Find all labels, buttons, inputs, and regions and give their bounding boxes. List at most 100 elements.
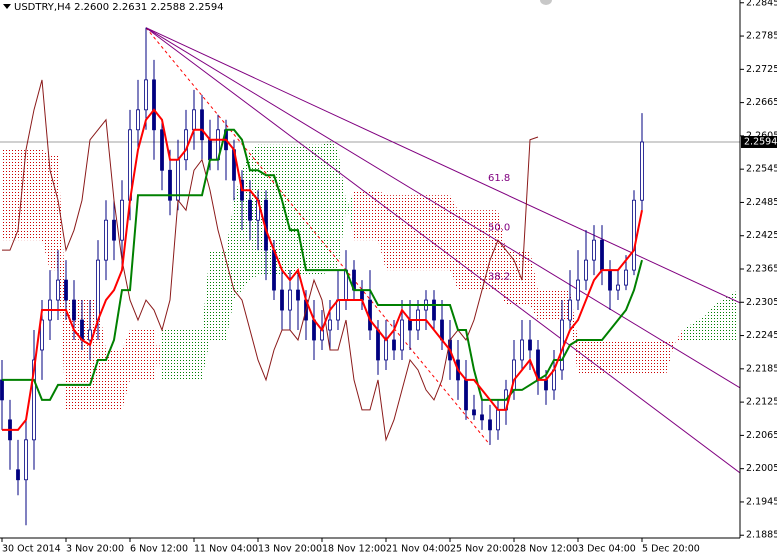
cloud-segment: [530, 250, 538, 321]
candle-body: [120, 199, 124, 241]
x-tick-label: 13 Nov 20:00: [258, 544, 322, 555]
candle-body: [640, 141, 644, 201]
cloud-segment: [26, 149, 34, 241]
cloud-segment: [194, 330, 202, 380]
candle-body: [272, 249, 276, 291]
cloud-segment: [418, 195, 426, 271]
candle-body: [528, 339, 532, 351]
candle-body: [192, 109, 196, 131]
cloud-segment: [450, 195, 458, 291]
candle-body: [104, 219, 108, 261]
cloud-segment: [250, 144, 258, 281]
candle-body: [624, 269, 628, 286]
cloud-segment: [282, 144, 290, 276]
cloud-segment: [554, 290, 562, 321]
candle-body: [80, 319, 84, 341]
cloud-segment: [618, 339, 626, 375]
candle-body: [24, 439, 28, 481]
y-tick-label: 2.2125: [746, 397, 777, 408]
cloud-segment: [82, 300, 90, 410]
cloud-segment: [434, 195, 442, 271]
x-tick-label: 30 Oct 2014: [2, 544, 61, 555]
y-tick-label: 2.2845: [746, 0, 777, 8]
cloud-segment: [722, 295, 730, 340]
cloud-segment: [74, 300, 82, 410]
cloud-segment: [346, 190, 354, 241]
candle-body: [208, 139, 212, 161]
candle-body: [328, 319, 332, 331]
candle-body: [600, 239, 604, 271]
x-tick-label: 6 Nov 12:00: [130, 544, 188, 555]
cloud-segment: [394, 195, 402, 271]
candle-body: [520, 339, 524, 361]
y-tick-label: 2.2305: [746, 297, 777, 308]
cloud-segment: [362, 190, 370, 241]
menu-triangle[interactable]: [3, 4, 11, 9]
candle-body: [496, 409, 500, 431]
cloud-segment: [34, 149, 42, 241]
candle-body: [64, 279, 68, 301]
candle-body: [136, 109, 140, 131]
candle-body: [72, 299, 76, 321]
cloud-segment: [698, 315, 706, 340]
x-tick-label: 3 Nov 20:00: [66, 544, 124, 555]
candle-body: [576, 279, 580, 301]
cloud-segment: [498, 210, 506, 306]
cloud-segment: [626, 339, 634, 375]
cloud-segment: [354, 190, 362, 241]
cloud-segment: [634, 339, 642, 375]
cloud-segment: [210, 250, 218, 340]
cloud-segment: [242, 149, 250, 291]
cloud-segment: [370, 190, 378, 241]
cloud-segment: [378, 190, 386, 271]
cloud-segment: [410, 195, 418, 271]
candle-body: [552, 369, 556, 391]
y-tick-label: 2.2605: [746, 130, 777, 141]
candle-body: [152, 79, 156, 131]
cloud-segment: [98, 300, 106, 410]
candle-body: [464, 379, 468, 411]
cloud-segment: [642, 339, 650, 375]
chart-title: USDTRY,H4 2.2600 2.2631 2.2588 2.2594: [14, 2, 224, 13]
candle-body: [584, 259, 588, 281]
candle-body: [408, 319, 412, 331]
cloud-segment: [402, 195, 410, 271]
candle-body: [400, 319, 404, 351]
x-tick-label: 5 Dec 20:00: [642, 544, 700, 555]
cloud-segment: [170, 330, 178, 380]
y-tick-label: 2.1885: [746, 530, 777, 541]
cloud-segment: [546, 290, 554, 321]
cloud-segment: [538, 290, 546, 321]
cloud-segment: [594, 339, 602, 375]
cloud-segment: [202, 250, 210, 380]
y-tick-label: 2.2425: [746, 230, 777, 241]
cloud-segment: [290, 144, 298, 276]
candle-body: [32, 359, 36, 441]
candle-body: [160, 129, 164, 171]
y-tick-label: 2.2665: [746, 97, 777, 108]
cloud-segment: [258, 144, 266, 276]
fibo-fan-line: [145, 27, 740, 389]
x-tick-label: 18 Nov 12:00: [322, 544, 386, 555]
candle-body: [96, 259, 100, 321]
cloud-segment: [298, 144, 306, 276]
cloud-segment: [58, 154, 66, 410]
cloud-segment: [10, 149, 18, 241]
y-tick-label: 2.2065: [746, 430, 777, 441]
cloud-segment: [586, 339, 594, 375]
candle-body: [312, 319, 316, 341]
cloud-segment: [42, 149, 50, 271]
candle-body: [616, 284, 620, 291]
candle-body: [200, 109, 204, 141]
plot-area: [0, 27, 740, 526]
cloud-segment: [690, 320, 698, 340]
y-tick-label: 2.2785: [746, 31, 777, 42]
y-tick-label: 2.2545: [746, 164, 777, 175]
candle-body: [40, 319, 44, 351]
y-tick-label: 2.2185: [746, 363, 777, 374]
cloud-segment: [234, 170, 242, 301]
cloud-segment: [386, 195, 394, 271]
cloud-segment: [330, 139, 338, 271]
indicator-line: [2, 79, 539, 442]
